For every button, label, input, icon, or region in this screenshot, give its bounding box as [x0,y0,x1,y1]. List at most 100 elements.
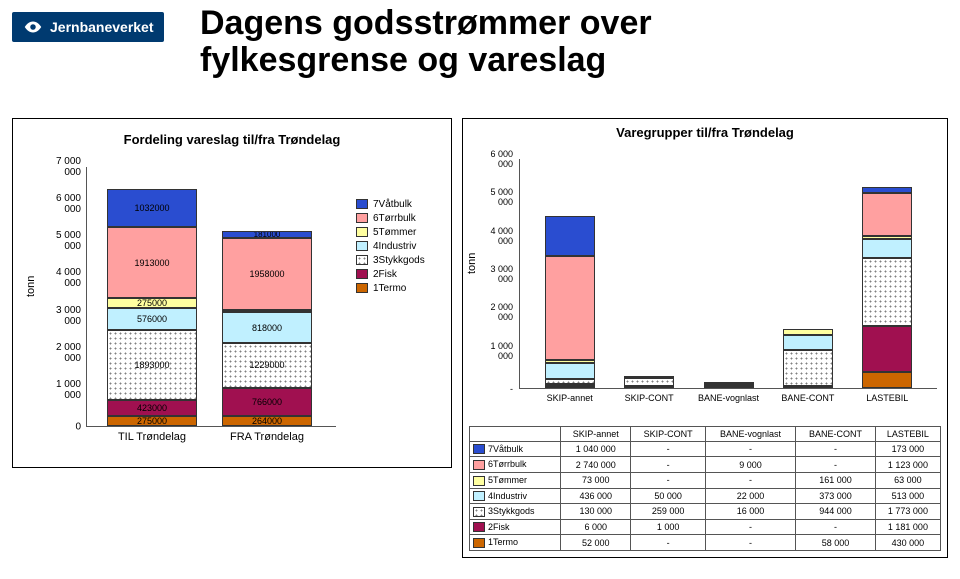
bar-segment: 275000 [107,416,197,426]
chart1-category-label: FRA Trøndelag [212,431,322,443]
table-cell: 50 000 [631,488,705,504]
bar-segment: 766000 [222,388,312,416]
table-cell: 1 000 [631,519,705,535]
bar-segment: 264000 [222,416,312,426]
chart1-bar: 2640007660001229000818000220001958000181… [222,231,312,426]
legend-swatch [356,213,368,223]
bar-segment [704,386,754,388]
table-cell: 259 000 [631,504,705,520]
chart2-bar [704,386,754,388]
table-cell: 16 000 [705,504,795,520]
legend-label: 2Fisk [373,269,397,280]
chart2-title: Varegrupper til/fra Trøndelag [463,125,947,140]
table-cell: 58 000 [796,535,876,551]
bar-segment [862,326,912,371]
legend-label: 1Termo [373,283,406,294]
row-swatch [473,444,485,454]
legend-swatch [356,241,368,251]
chart1-ytick: 4 000 000 [37,267,81,289]
chart2-plot: SKIP-annetSKIP-CONTBANE-vognlastBANE-CON… [519,159,937,389]
legend-label: 3Stykkgods [373,255,425,266]
table-cell: 2 740 000 [561,457,631,473]
chart1-ytick: 3 000 000 [37,305,81,327]
table-row: 1Termo52 000--58 000430 000 [470,535,941,551]
bar-segment [862,258,912,326]
legend-row: 2Fisk [356,267,451,281]
table-row: 6Tørrbulk2 740 000-9 000-1 123 000 [470,457,941,473]
chart2-ytick: 4 000 000 [475,226,513,246]
table-cell: - [705,441,795,457]
chart2-yticks: -1 000 0002 000 0003 000 0004 000 0005 0… [475,159,515,389]
table-cell: - [705,472,795,488]
row-label: 6Tørrbulk [488,459,527,469]
brand-logo: Jernbaneverket [12,12,164,42]
table-column-header: SKIP-CONT [631,426,705,441]
row-swatch [473,491,485,501]
bar-segment [783,350,833,386]
table-cell: 1 181 000 [875,519,940,535]
chart1-plot: 2750004230001893000576000275000191300010… [86,167,336,427]
table-cell: - [631,535,705,551]
bar-segment: 423000 [107,400,197,416]
table-row: 4Industriv436 00050 00022 000373 000513 … [470,488,941,504]
title-line-1: Dagens godsstrømmer over [200,5,652,42]
table-row-header: 4Industriv [470,488,561,504]
row-label: 2Fisk [488,522,510,532]
chart1-ytick: 6 000 000 [37,193,81,215]
chart1-category-label: TIL Trøndelag [97,431,207,443]
table-cell: 63 000 [875,472,940,488]
legend-label: 4Industriv [373,241,416,252]
bar-segment: 1229000 [222,343,312,388]
table-cell: 1 123 000 [875,457,940,473]
legend-label: 5Tømmer [373,227,416,238]
bar-segment [862,372,912,388]
table-cell: 52 000 [561,535,631,551]
table-cell: 161 000 [796,472,876,488]
chart1-yticks: 01 000 0002 000 0003 000 0004 000 0005 0… [37,167,83,427]
legend-label: 7Våtbulk [373,199,412,210]
row-swatch [473,538,485,548]
chart1-ylabel: tonn [25,281,37,297]
table-cell: 9 000 [705,457,795,473]
data-table: SKIP-annetSKIP-CONTBANE-vognlastBANE-CON… [469,426,941,551]
table-cell: - [796,457,876,473]
bar-segment: 1913000 [107,227,197,298]
legend-swatch [356,269,368,279]
row-swatch [473,507,485,517]
table-cell: 173 000 [875,441,940,457]
legend-row: 1Termo [356,281,451,295]
legend-swatch [356,227,368,237]
chart2-category-label: SKIP-CONT [613,393,685,403]
bar-segment [624,378,674,386]
bar-segment [862,239,912,259]
row-swatch [473,476,485,486]
table-cell: - [796,441,876,457]
table-cell: - [631,472,705,488]
bar-segment: 1032000 [107,189,197,227]
chart2-ytick: 3 000 000 [475,264,513,284]
chart-panel-left: Fordeling vareslag til/fra Trøndelag ton… [12,118,452,468]
chart2-category-label: BANE-CONT [772,393,844,403]
chart1-ytick: 2 000 000 [37,342,81,364]
row-swatch [473,460,485,470]
chart2-category-label: LASTEBIL [851,393,923,403]
row-label: 1Termo [488,537,518,547]
table-cell: 1 040 000 [561,441,631,457]
chart1-bar: 2750004230001893000576000275000191300010… [107,189,197,426]
chart2-category-label: SKIP-annet [534,393,606,403]
table-row-header: 6Tørrbulk [470,457,561,473]
table-row-header: 3Stykkgods [470,504,561,520]
legend-label: 6Tørrbulk [373,213,416,224]
chart2-category-label: BANE-vognlast [693,393,765,403]
chart1-ytick: 0 [75,422,81,433]
chart2-ytick: 6 000 000 [475,149,513,169]
chart1-ytick: 7 000 000 [37,156,81,178]
bar-segment [545,216,595,255]
bar-segment [783,335,833,349]
table-row: 7Våtbulk1 040 000---173 000 [470,441,941,457]
legend-row: 7Våtbulk [356,197,451,211]
brand-name: Jernbaneverket [50,19,154,35]
chart1-inner: Fordeling vareslag til/fra Trøndelag ton… [21,127,443,459]
table-cell: - [631,457,705,473]
chart2-ytick: - [510,384,513,394]
